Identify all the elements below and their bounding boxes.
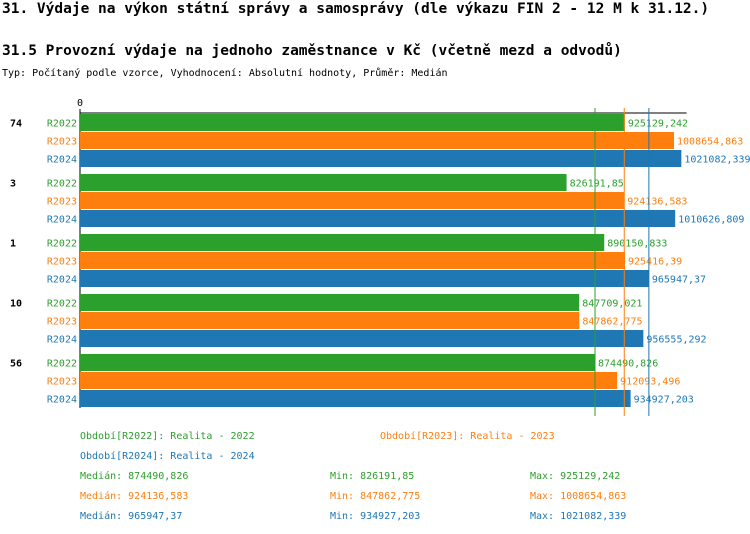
bar	[80, 372, 618, 389]
stat-max: Max: 1021082,339	[530, 511, 626, 522]
series-label: R2022	[47, 119, 77, 130]
legend-entry: Období[R2023]: Realita - 2023	[380, 430, 555, 442]
stat-label: Medián:	[80, 470, 122, 482]
series-label: R2023	[47, 137, 77, 148]
stat-label: Medián:	[80, 510, 122, 522]
bar	[80, 390, 631, 407]
stat-value: 1008654,863	[560, 491, 626, 502]
stat-min: Min: 934927,203	[330, 511, 420, 522]
bar	[80, 192, 625, 209]
series-label: R2024	[47, 215, 77, 226]
stat-value: 1021082,339	[560, 511, 626, 522]
bar	[80, 150, 682, 167]
bar	[80, 210, 676, 227]
bar	[80, 354, 596, 371]
stat-min: Min: 826191,85	[330, 471, 414, 482]
value-label: 965947,37	[652, 275, 706, 286]
stat-value: 934927,203	[360, 511, 420, 522]
stat-label: Max:	[530, 491, 554, 502]
bar	[80, 312, 580, 329]
bar	[80, 270, 649, 287]
value-label: 925416,39	[628, 257, 682, 268]
value-label: 956555,292	[646, 335, 706, 346]
chart-description: Typ: Počítaný podle vzorce, Vyhodnocení:…	[2, 67, 448, 79]
series-label: R2022	[47, 359, 77, 370]
series-label: R2024	[47, 335, 77, 346]
stat-max: Max: 925129,242	[530, 471, 620, 482]
stat-value: 924136,583	[128, 491, 188, 502]
legend-entry: Období[R2022]: Realita - 2022	[80, 430, 255, 442]
stat-median: Medián: 924136,583	[80, 490, 188, 502]
category-label: 3	[10, 179, 16, 190]
stat-value: 925129,242	[560, 471, 620, 482]
series-label: R2023	[47, 257, 77, 268]
bar	[80, 330, 644, 347]
series-label: R2024	[47, 155, 77, 166]
value-label: 924136,583	[627, 197, 687, 208]
x-tick-label: 0	[77, 98, 83, 109]
value-label: 934927,203	[634, 395, 694, 406]
series-label: R2023	[47, 197, 77, 208]
series-label: R2022	[47, 239, 77, 250]
series-label: R2022	[47, 299, 77, 310]
legend-entry: Období[R2024]: Realita - 2024	[80, 450, 255, 462]
bar	[80, 132, 675, 149]
bar	[80, 252, 626, 269]
value-label: 912093,496	[620, 377, 680, 388]
stat-value: 826191,85	[360, 471, 414, 482]
bar	[80, 174, 567, 191]
stat-label: Min:	[330, 471, 354, 482]
stat-median: Medián: 874490,826	[80, 470, 188, 482]
chart-title: 31. Výdaje na výkon státní správy a samo…	[2, 1, 709, 17]
stat-label: Medián:	[80, 490, 122, 502]
series-label: R2024	[47, 395, 77, 406]
value-label: 847862,775	[582, 317, 642, 328]
stat-label: Max:	[530, 511, 554, 522]
bar	[80, 234, 605, 251]
stat-max: Max: 1008654,863	[530, 491, 626, 502]
series-label: R2023	[47, 317, 77, 328]
stat-value: 965947,37	[128, 511, 182, 522]
series-label: R2022	[47, 179, 77, 190]
bar	[80, 114, 625, 131]
stat-value: 874490,826	[128, 471, 188, 482]
series-label: R2024	[47, 275, 77, 286]
stat-label: Min:	[330, 491, 354, 502]
value-label: 1021082,339	[684, 155, 750, 166]
bar	[80, 294, 580, 311]
category-label: 56	[10, 359, 22, 370]
stat-value: 847862,775	[360, 491, 420, 502]
chart-subtitle: 31.5 Provozní výdaje na jednoho zaměstna…	[2, 42, 622, 59]
stat-min: Min: 847862,775	[330, 491, 420, 502]
stat-label: Max:	[530, 471, 554, 482]
value-label: 925129,242	[628, 119, 688, 130]
category-label: 10	[10, 299, 22, 310]
value-label: 874490,826	[598, 359, 658, 370]
value-label: 1008654,863	[677, 137, 743, 148]
value-label: 890150,833	[607, 239, 667, 250]
value-label: 1010626,809	[678, 215, 744, 226]
value-label: 847709,021	[582, 299, 642, 310]
value-label: 826191,85	[570, 179, 624, 190]
category-label: 1	[10, 239, 16, 250]
category-label: 74	[10, 119, 22, 130]
series-label: R2023	[47, 377, 77, 388]
stat-median: Medián: 965947,37	[80, 510, 182, 522]
stat-label: Min:	[330, 511, 354, 522]
